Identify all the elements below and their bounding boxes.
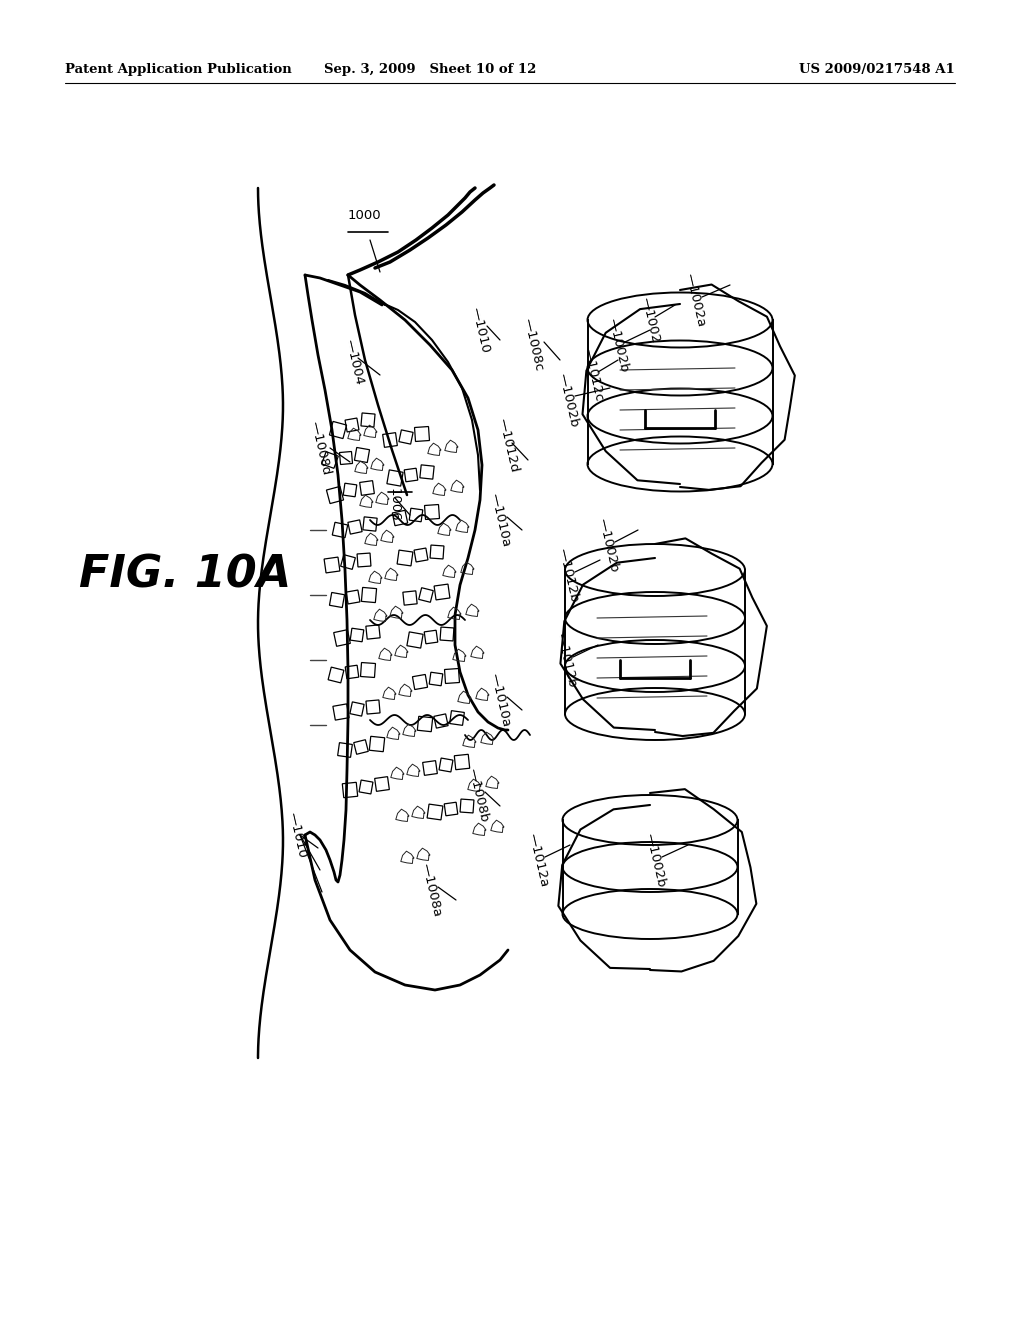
Text: —1002b: —1002b: [595, 516, 621, 573]
Text: —1004: —1004: [342, 338, 366, 387]
Text: —1008c: —1008c: [520, 317, 545, 372]
Text: —1010: —1010: [468, 306, 492, 354]
Text: Patent Application Publication: Patent Application Publication: [65, 63, 292, 77]
Text: —1002a: —1002a: [682, 272, 707, 329]
Text: —1012a: —1012a: [525, 832, 550, 888]
Text: —1010a: —1010a: [487, 491, 512, 548]
Text: —1012c: —1012c: [580, 347, 605, 403]
Text: 1000: 1000: [348, 209, 382, 222]
Text: —1002b: —1002b: [642, 832, 668, 888]
Text: —1008a: —1008a: [418, 862, 443, 919]
Text: —1012b: —1012b: [555, 546, 581, 603]
Text: —1002: —1002: [638, 296, 662, 345]
Text: 1006: 1006: [388, 488, 401, 521]
Text: —1008b: —1008b: [465, 767, 490, 824]
Text: —1002b: —1002b: [555, 371, 581, 429]
Text: US 2009/0217548 A1: US 2009/0217548 A1: [800, 63, 955, 77]
Text: Sep. 3, 2009   Sheet 10 of 12: Sep. 3, 2009 Sheet 10 of 12: [324, 63, 537, 77]
Text: —1010: —1010: [285, 810, 308, 859]
Text: —1008d: —1008d: [307, 420, 332, 477]
Text: —1012d: —1012d: [495, 416, 520, 474]
Text: FIG. 10A: FIG. 10A: [79, 553, 291, 597]
Text: —1002b: —1002b: [605, 317, 630, 374]
Text: —1012b: —1012b: [553, 631, 579, 689]
Text: —1010a: —1010a: [487, 672, 512, 729]
